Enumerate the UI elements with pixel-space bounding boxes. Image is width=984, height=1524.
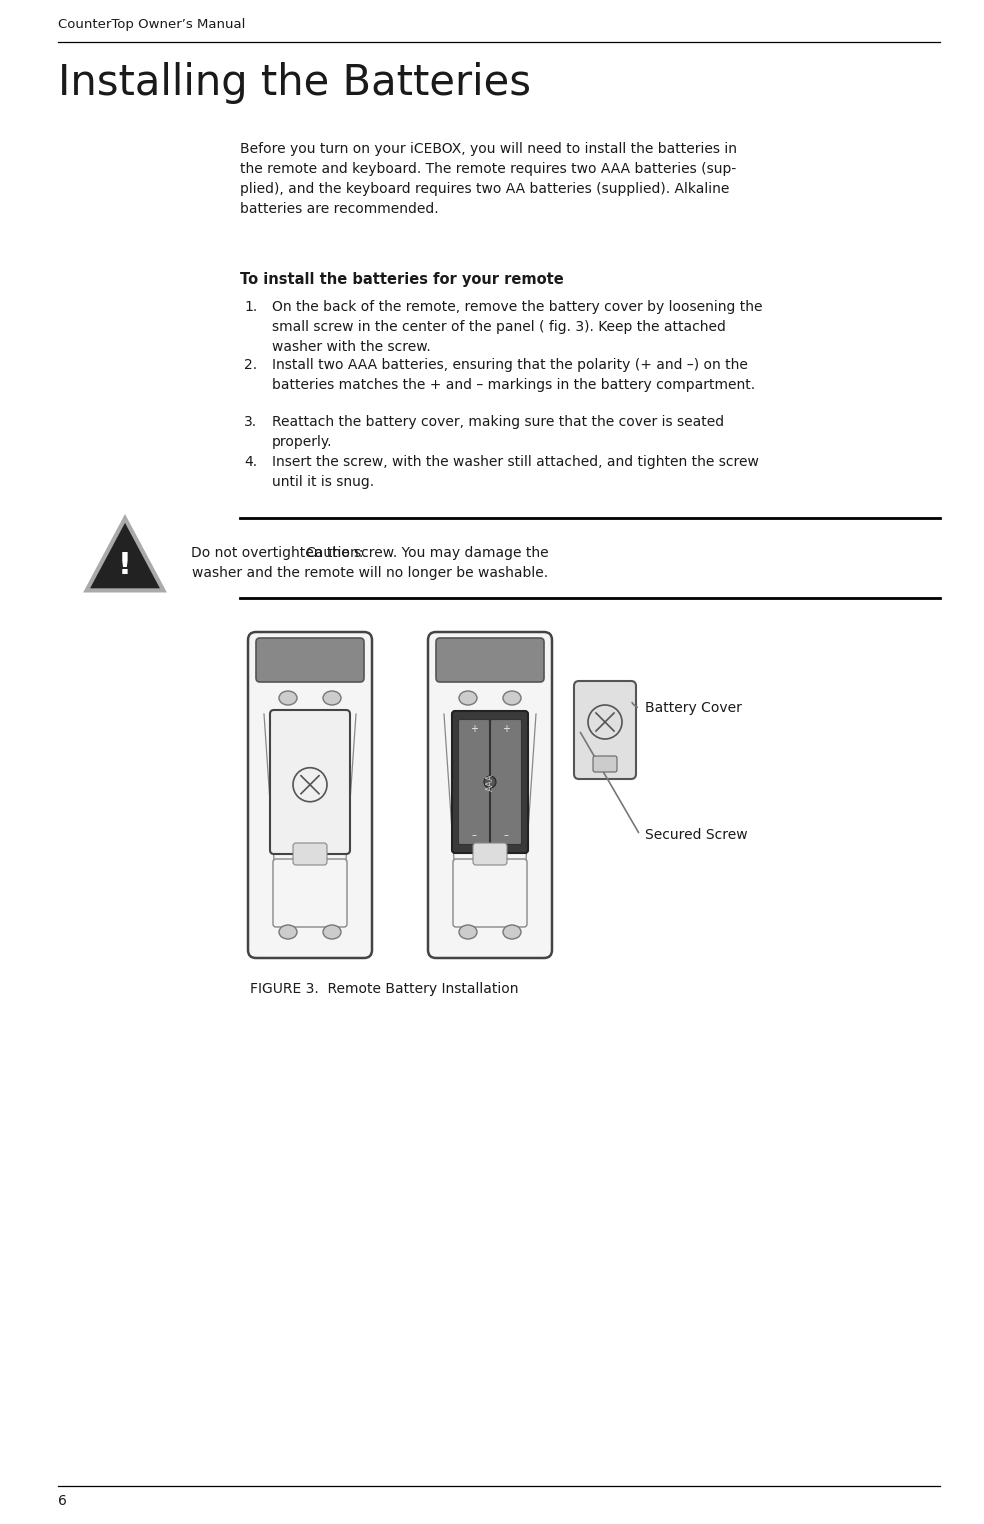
FancyBboxPatch shape	[593, 756, 617, 773]
Text: 1.: 1.	[244, 300, 257, 314]
Text: To install the batteries for your remote: To install the batteries for your remote	[240, 271, 564, 287]
Text: +: +	[470, 724, 478, 735]
Ellipse shape	[279, 925, 297, 939]
FancyBboxPatch shape	[574, 681, 636, 779]
Text: +: +	[502, 724, 510, 735]
Ellipse shape	[503, 925, 521, 939]
FancyBboxPatch shape	[428, 632, 552, 959]
Ellipse shape	[323, 690, 341, 706]
Text: Reattach the battery cover, making sure that the cover is seated
properly.: Reattach the battery cover, making sure …	[272, 415, 724, 450]
Ellipse shape	[503, 690, 521, 706]
Text: On the back of the remote, remove the battery cover by loosening the
small screw: On the back of the remote, remove the ba…	[272, 300, 763, 354]
FancyBboxPatch shape	[459, 719, 489, 844]
Ellipse shape	[323, 925, 341, 939]
Text: Battery Cover: Battery Cover	[645, 701, 742, 715]
Ellipse shape	[459, 925, 477, 939]
FancyBboxPatch shape	[436, 639, 544, 683]
FancyBboxPatch shape	[453, 860, 527, 927]
Circle shape	[588, 706, 622, 739]
FancyBboxPatch shape	[270, 710, 350, 853]
Ellipse shape	[279, 690, 297, 706]
Text: Install two AAA batteries, ensuring that the polarity (+ and –) on the
batteries: Install two AAA batteries, ensuring that…	[272, 358, 755, 392]
Circle shape	[293, 768, 327, 802]
Text: AAA: AAA	[485, 773, 495, 791]
Text: Insert the screw, with the washer still attached, and tighten the screw
until it: Insert the screw, with the washer still …	[272, 456, 759, 489]
Text: Do not overtighten the screw. You may damage the
washer and the remote will no l: Do not overtighten the screw. You may da…	[191, 546, 549, 581]
FancyBboxPatch shape	[293, 843, 327, 866]
Text: Installing the Batteries: Installing the Batteries	[58, 62, 531, 104]
Text: Secured Screw: Secured Screw	[645, 828, 748, 841]
Polygon shape	[87, 518, 163, 590]
FancyBboxPatch shape	[490, 719, 522, 844]
Text: Before you turn on your iCEBOX, you will need to install the batteries in
the re: Before you turn on your iCEBOX, you will…	[240, 142, 737, 216]
Text: 4.: 4.	[244, 456, 257, 469]
Ellipse shape	[459, 690, 477, 706]
FancyBboxPatch shape	[256, 639, 364, 683]
Text: –: –	[471, 831, 476, 840]
Text: 3.: 3.	[244, 415, 257, 428]
Text: 6: 6	[58, 1494, 67, 1509]
Text: CounterTop Owner’s Manual: CounterTop Owner’s Manual	[58, 18, 245, 30]
FancyBboxPatch shape	[452, 712, 528, 853]
FancyBboxPatch shape	[248, 632, 372, 959]
Text: !: !	[118, 550, 132, 579]
Text: –: –	[504, 831, 509, 840]
Text: 2.: 2.	[244, 358, 257, 372]
Text: FIGURE 3.  Remote Battery Installation: FIGURE 3. Remote Battery Installation	[250, 981, 519, 997]
FancyBboxPatch shape	[273, 860, 347, 927]
Text: Caution:: Caution:	[305, 546, 363, 559]
FancyBboxPatch shape	[473, 843, 507, 866]
Circle shape	[484, 776, 496, 788]
